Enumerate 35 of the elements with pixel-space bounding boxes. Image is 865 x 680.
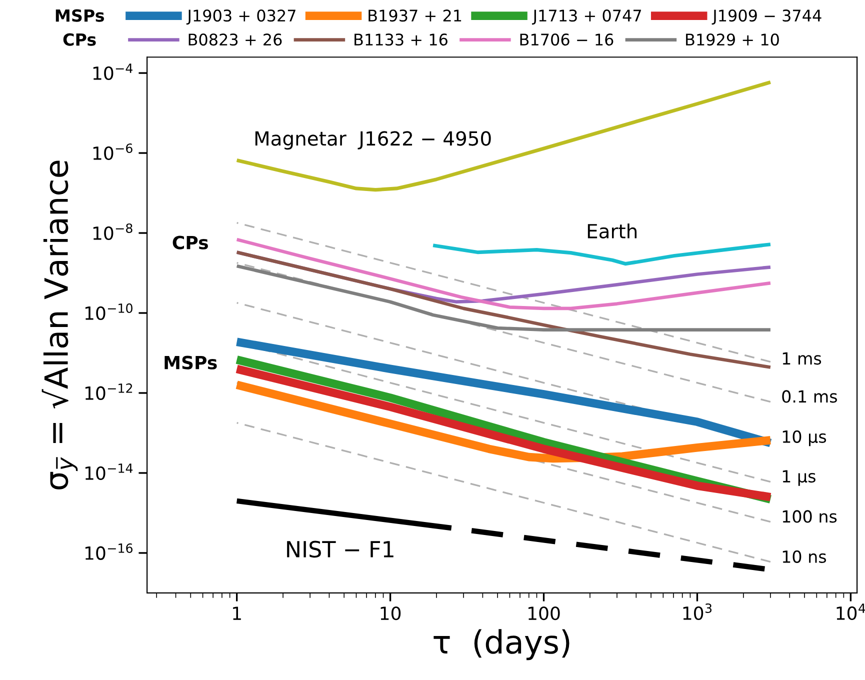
x-tick-label: 100 [528, 606, 560, 620]
y-tick-label: 10$^{−10}$ [85, 303, 132, 320]
y-tick-label: 10$^{−16}$ [85, 543, 133, 560]
y-axis-title: σ$_{y̅}$ = √Allan Variance [42, 160, 78, 490]
y-tick-label: 10$^{−8}$ [93, 223, 132, 240]
legend-label: B1937 + 21 [368, 10, 462, 22]
legend-label: B1706 − 16 [520, 34, 614, 46]
y-tick-label: 10$^{−6}$ [93, 143, 132, 160]
legend-label: J1903 + 0327 [186, 10, 296, 25]
x-tick-label: 10$^{4}$ [836, 604, 865, 620]
y-tick-label: 10$^{−4}$ [93, 64, 132, 80]
annotation: CPs [172, 236, 208, 250]
x-tick-label: 10 [380, 606, 401, 620]
text: CPs [63, 33, 96, 46]
annotation: 1 µs [782, 470, 816, 486]
annotation: 10 µs [782, 430, 826, 446]
text: MSPs [56, 9, 104, 22]
legend-label: B1929 + 10 [686, 34, 779, 46]
legend-label: J1909 − 3744 [712, 10, 822, 25]
x-tick-label: 10$^{3}$ [683, 603, 712, 620]
annotation: Magnetar J1622 − 4950 [255, 131, 491, 150]
annotation: NIST − F1 [287, 540, 394, 558]
x-tick-label: 1 [233, 606, 241, 620]
annotation: Earth [588, 223, 637, 239]
legend-label: B0823 + 26 [188, 34, 282, 46]
annotation: 100 ns [782, 510, 837, 523]
annotation: MSPs [164, 356, 217, 370]
y-tick-label: 10$^{−14}$ [85, 464, 133, 480]
annotation: 0.1 ms [782, 390, 837, 403]
y-tick-label: 10$^{−12}$ [85, 383, 132, 400]
x-axis-title: τ (days) [434, 629, 570, 660]
annotation: 10 ns [782, 550, 826, 563]
legend-label: B1133 + 16 [354, 34, 448, 46]
legend-label: J1713 + 0747 [532, 10, 641, 25]
annotation: 1 ms [782, 352, 822, 365]
